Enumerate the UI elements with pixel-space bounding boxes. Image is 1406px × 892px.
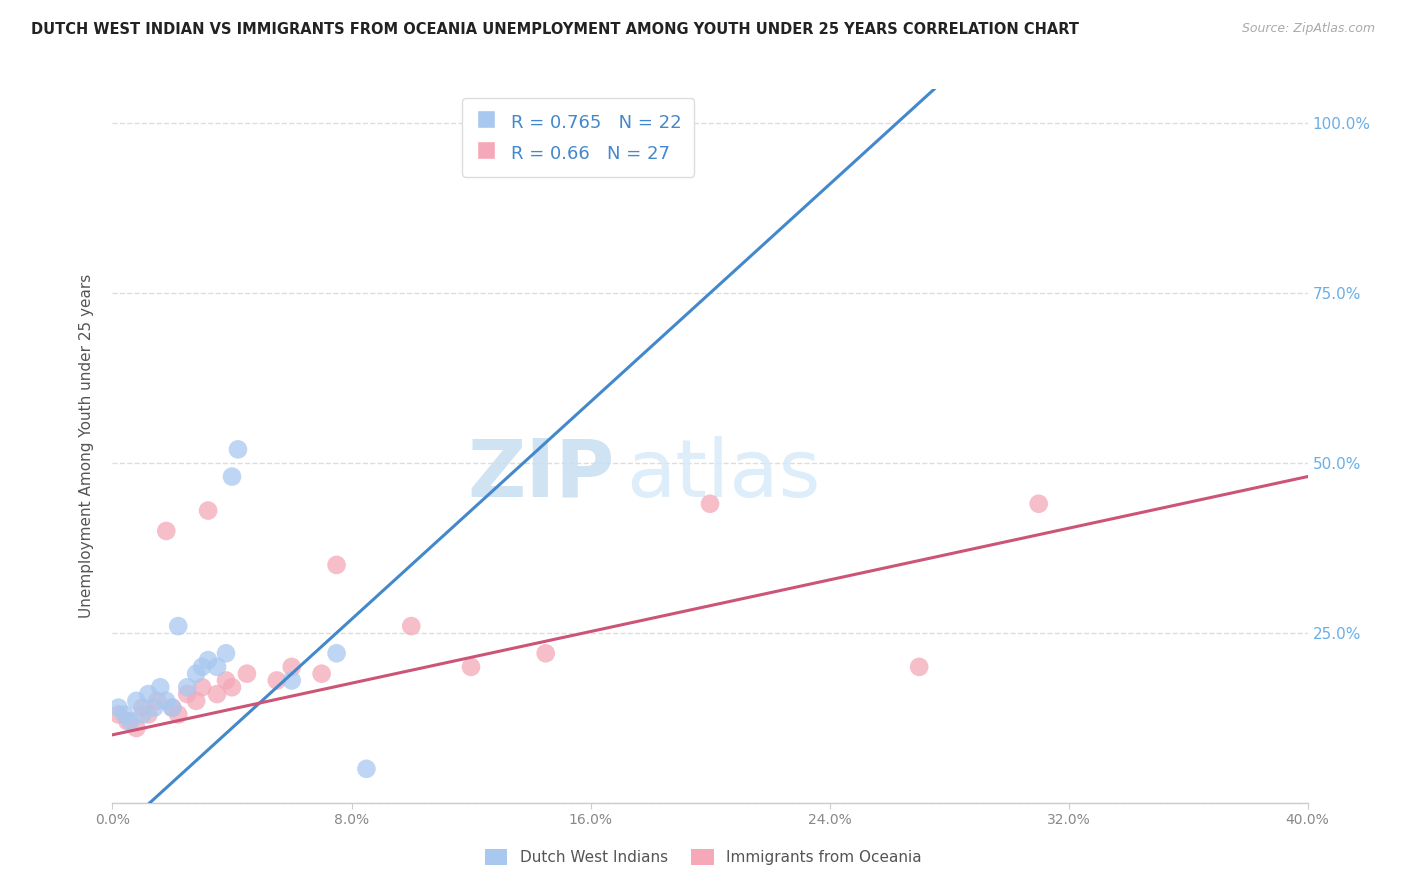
Text: ZIP: ZIP: [467, 435, 614, 514]
Point: [226, 442, 249, 457]
Point: [281, 673, 304, 688]
Point: [460, 660, 482, 674]
Point: [149, 680, 172, 694]
Point: [162, 700, 183, 714]
Point: [311, 666, 333, 681]
Point: [125, 721, 148, 735]
Text: atlas: atlas: [627, 435, 821, 514]
Point: [155, 524, 177, 538]
Point: [162, 700, 183, 714]
Text: Source: ZipAtlas.com: Source: ZipAtlas.com: [1241, 22, 1375, 36]
Point: [197, 653, 219, 667]
Point: [281, 660, 304, 674]
Point: [221, 469, 243, 483]
Point: [125, 694, 148, 708]
Point: [325, 646, 347, 660]
Point: [167, 707, 190, 722]
Point: [401, 619, 423, 633]
Point: [138, 687, 160, 701]
Legend: Dutch West Indians, Immigrants from Oceania: Dutch West Indians, Immigrants from Ocea…: [478, 843, 928, 871]
Point: [143, 700, 166, 714]
Point: [191, 680, 214, 694]
Point: [534, 646, 557, 660]
Point: [186, 694, 208, 708]
Point: [131, 700, 153, 714]
Point: [266, 673, 288, 688]
Point: [215, 673, 238, 688]
Point: [699, 497, 721, 511]
Point: [236, 666, 259, 681]
Point: [107, 707, 129, 722]
Point: [146, 694, 169, 708]
Point: [356, 762, 378, 776]
Legend: R = 0.765   N = 22, R = 0.66   N = 27: R = 0.765 N = 22, R = 0.66 N = 27: [463, 98, 695, 177]
Point: [186, 666, 208, 681]
Point: [114, 707, 135, 722]
Point: [138, 707, 160, 722]
Point: [155, 694, 177, 708]
Point: [325, 558, 347, 572]
Point: [176, 680, 198, 694]
Point: [205, 687, 228, 701]
Point: [1028, 497, 1050, 511]
Point: [221, 680, 243, 694]
Point: [197, 503, 219, 517]
Point: [176, 687, 198, 701]
Point: [191, 660, 214, 674]
Point: [908, 660, 931, 674]
Y-axis label: Unemployment Among Youth under 25 years: Unemployment Among Youth under 25 years: [79, 274, 94, 618]
Point: [167, 619, 190, 633]
Text: DUTCH WEST INDIAN VS IMMIGRANTS FROM OCEANIA UNEMPLOYMENT AMONG YOUTH UNDER 25 Y: DUTCH WEST INDIAN VS IMMIGRANTS FROM OCE…: [31, 22, 1078, 37]
Point: [117, 714, 139, 729]
Point: [215, 646, 238, 660]
Point: [120, 714, 142, 729]
Point: [205, 660, 228, 674]
Point: [107, 700, 129, 714]
Point: [131, 707, 153, 722]
